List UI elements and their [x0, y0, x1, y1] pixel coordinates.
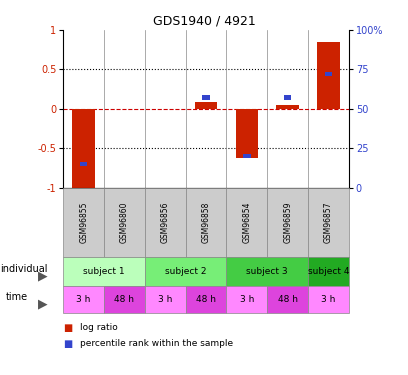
Text: individual: individual	[0, 264, 47, 273]
Text: percentile rank within the sample: percentile rank within the sample	[80, 339, 233, 348]
Text: time: time	[6, 292, 28, 302]
Text: 48 h: 48 h	[196, 295, 216, 304]
Text: 3 h: 3 h	[321, 295, 336, 304]
Bar	[73, 109, 95, 188]
Bar	[202, 95, 210, 100]
Text: 48 h: 48 h	[277, 295, 298, 304]
Bar	[235, 109, 258, 158]
Text: GSM96855: GSM96855	[79, 201, 88, 243]
Text: GSM96856: GSM96856	[161, 201, 170, 243]
Text: GSM96859: GSM96859	[283, 201, 292, 243]
Text: ▶: ▶	[38, 298, 48, 310]
Text: 3 h: 3 h	[76, 295, 91, 304]
Text: subject 4: subject 4	[308, 267, 349, 276]
Text: GSM96858: GSM96858	[202, 201, 211, 243]
Text: subject 3: subject 3	[246, 267, 288, 276]
Bar	[317, 42, 339, 109]
Text: log ratio: log ratio	[80, 322, 118, 332]
Bar	[325, 72, 332, 76]
Text: GSM96854: GSM96854	[242, 201, 251, 243]
Bar	[284, 95, 291, 100]
Text: 48 h: 48 h	[114, 295, 135, 304]
Bar	[195, 102, 217, 109]
Bar	[80, 162, 87, 166]
Bar	[243, 154, 251, 158]
Text: ▶: ▶	[38, 270, 48, 282]
Text: ■: ■	[63, 339, 73, 350]
Text: subject 1: subject 1	[83, 267, 125, 276]
Text: GDS1940 / 4921: GDS1940 / 4921	[153, 15, 255, 28]
Bar	[276, 105, 299, 109]
Text: subject 2: subject 2	[165, 267, 206, 276]
Text: GSM96857: GSM96857	[324, 201, 333, 243]
Text: 3 h: 3 h	[158, 295, 173, 304]
Text: ■: ■	[63, 322, 73, 333]
Text: GSM96860: GSM96860	[120, 201, 129, 243]
Text: 3 h: 3 h	[239, 295, 254, 304]
